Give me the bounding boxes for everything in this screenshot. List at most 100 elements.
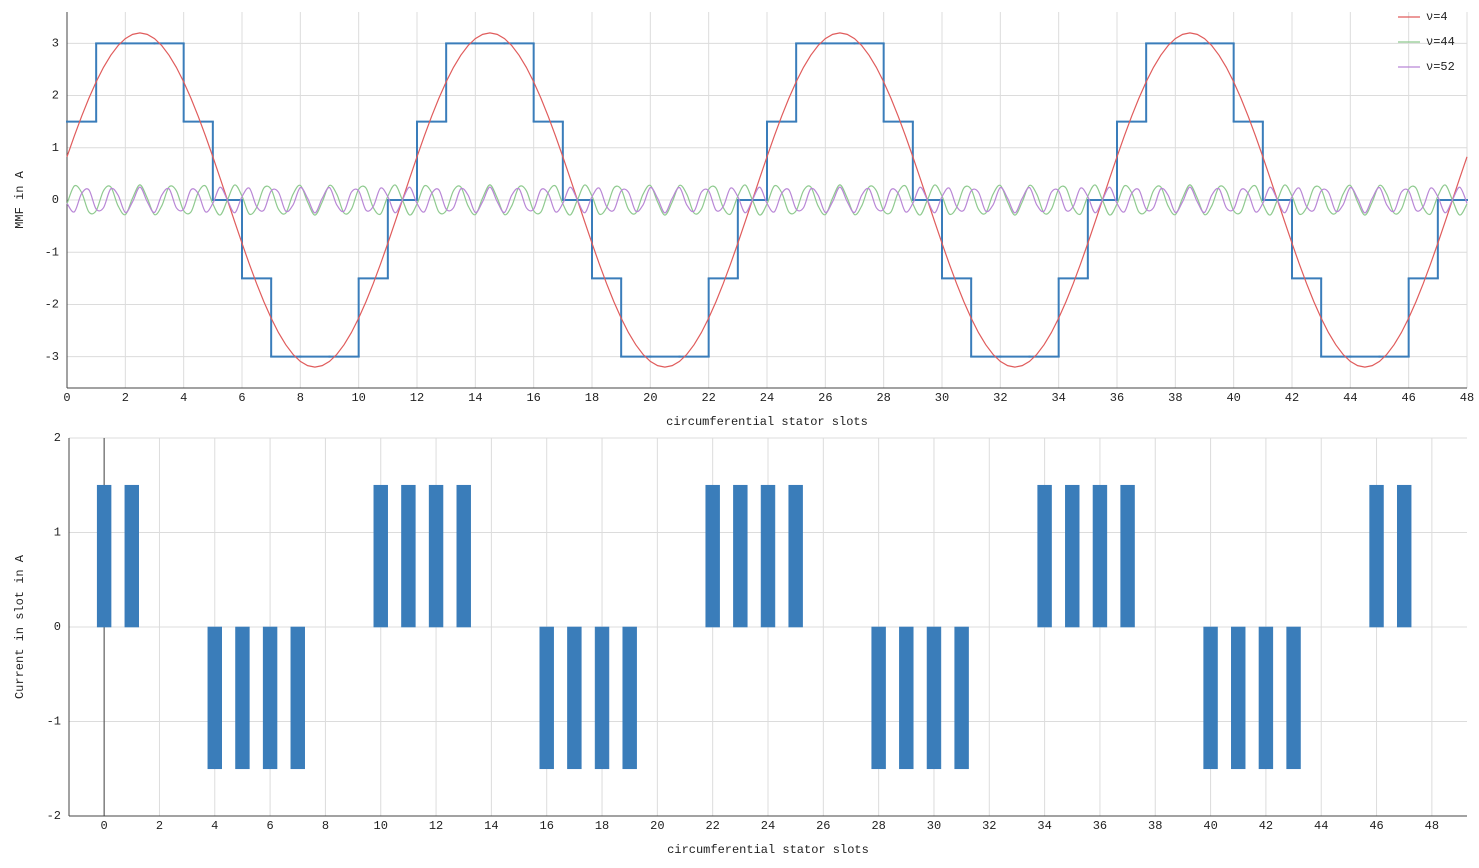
- y-tick-label: 2: [54, 431, 61, 445]
- bar: [1396, 484, 1412, 628]
- x-tick-label: 38: [1168, 391, 1182, 405]
- x-tick-label: 20: [650, 819, 664, 833]
- x-tick-label: 28: [871, 819, 885, 833]
- x-tick-label: 2: [156, 819, 163, 833]
- y-tick-label: -3: [45, 350, 59, 364]
- x-tick-label: 46: [1401, 391, 1415, 405]
- y-tick-label: 1: [52, 141, 59, 155]
- x-tick-label: 16: [526, 391, 540, 405]
- bar: [1065, 484, 1080, 628]
- bar: [1286, 626, 1301, 770]
- bar: [705, 484, 720, 628]
- x-tick-label: 8: [297, 391, 304, 405]
- bar: [733, 484, 748, 628]
- y-tick-label: 3: [52, 37, 59, 51]
- x-tick-label: 26: [818, 391, 832, 405]
- x-tick-label: 12: [429, 819, 443, 833]
- bar: [428, 484, 444, 628]
- bar: [788, 484, 803, 628]
- x-tick-label: 4: [180, 391, 187, 405]
- y-tick-label: -2: [45, 298, 59, 312]
- x-tick-label: 46: [1369, 819, 1383, 833]
- y-tick-label: -2: [47, 809, 61, 823]
- y-tick-label: 0: [54, 620, 61, 634]
- x-tick-label: 12: [410, 391, 424, 405]
- x-tick-label: 18: [595, 819, 609, 833]
- legend-label: ν=52: [1426, 60, 1455, 74]
- x-tick-label: 24: [761, 819, 775, 833]
- bar: [290, 626, 305, 770]
- bar: [1037, 484, 1052, 628]
- line-series: [66, 186, 1468, 214]
- x-tick-label: 6: [266, 819, 273, 833]
- x-tick-label: 14: [468, 391, 482, 405]
- x-tick-label: 28: [876, 391, 890, 405]
- y-tick-label: -1: [47, 715, 61, 729]
- x-tick-label: 0: [63, 391, 70, 405]
- bar: [567, 626, 582, 770]
- x-tick-label: 20: [643, 391, 657, 405]
- x-tick-label: 36: [1110, 391, 1124, 405]
- bar: [594, 626, 610, 770]
- bar: [124, 484, 140, 628]
- x-tick-label: 48: [1460, 391, 1474, 405]
- x-tick-label: 24: [760, 391, 774, 405]
- x-tick-label: 40: [1203, 819, 1217, 833]
- line-series: [66, 32, 1468, 368]
- bar: [456, 484, 471, 628]
- bar: [1120, 484, 1135, 628]
- x-tick-label: 22: [705, 819, 719, 833]
- x-tick-label: 36: [1093, 819, 1107, 833]
- legend-label: ν=44: [1426, 35, 1455, 49]
- x-tick-label: 10: [351, 391, 365, 405]
- x-tick-label: 14: [484, 819, 498, 833]
- bar: [96, 484, 112, 628]
- x-tick-label: 42: [1259, 819, 1273, 833]
- x-tick-label: 22: [701, 391, 715, 405]
- bar: [262, 626, 278, 770]
- bar: [622, 626, 637, 770]
- x-tick-label: 10: [374, 819, 388, 833]
- x-tick-label: 8: [322, 819, 329, 833]
- y-axis-label: MMF in A: [13, 170, 27, 228]
- bar: [954, 626, 969, 770]
- y-axis-label: Current in slot in A: [13, 554, 27, 699]
- bar: [207, 626, 222, 770]
- x-tick-label: 40: [1226, 391, 1240, 405]
- y-tick-label: 2: [52, 89, 59, 103]
- x-tick-label: 32: [982, 819, 996, 833]
- x-tick-label: 2: [122, 391, 129, 405]
- bar: [1369, 484, 1384, 628]
- x-axis-label: circumferential stator slots: [666, 415, 868, 429]
- x-tick-label: 4: [211, 819, 218, 833]
- y-tick-label: 1: [54, 526, 61, 540]
- bar: [1258, 626, 1274, 770]
- x-tick-label: 44: [1343, 391, 1357, 405]
- x-tick-label: 48: [1425, 819, 1439, 833]
- x-tick-label: 30: [927, 819, 941, 833]
- y-tick-label: -1: [45, 245, 59, 259]
- bar: [926, 626, 942, 770]
- x-tick-label: 26: [816, 819, 830, 833]
- legend-label: ν=4: [1426, 10, 1448, 24]
- bar: [1231, 626, 1246, 770]
- y-tick-label: 0: [52, 193, 59, 207]
- bar: [1203, 626, 1218, 770]
- x-axis-label: circumferential stator slots: [667, 843, 869, 857]
- x-tick-label: 0: [101, 819, 108, 833]
- bar: [760, 484, 776, 628]
- x-tick-label: 6: [238, 391, 245, 405]
- bar: [235, 626, 250, 770]
- x-tick-label: 18: [585, 391, 599, 405]
- x-tick-label: 16: [540, 819, 554, 833]
- bar: [1092, 484, 1108, 628]
- x-tick-label: 42: [1285, 391, 1299, 405]
- x-tick-label: 30: [935, 391, 949, 405]
- bar: [899, 626, 914, 770]
- x-tick-label: 34: [1051, 391, 1065, 405]
- x-tick-label: 38: [1148, 819, 1162, 833]
- x-tick-label: 34: [1037, 819, 1051, 833]
- bar: [871, 626, 886, 770]
- bar: [373, 484, 388, 628]
